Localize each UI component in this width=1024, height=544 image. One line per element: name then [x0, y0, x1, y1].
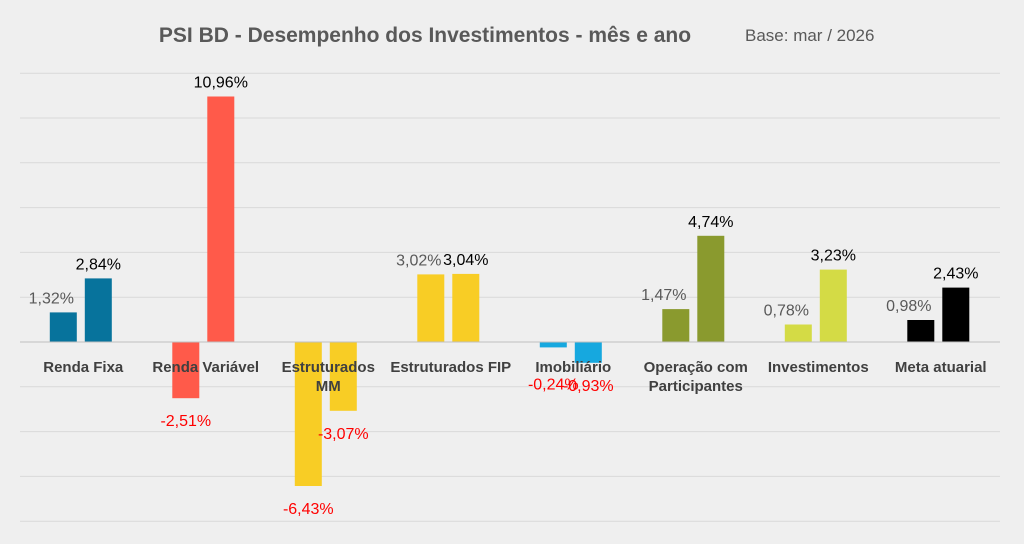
- bars: [49, 96, 970, 486]
- value-label-year-7: 2,43%: [933, 266, 978, 283]
- category-label: Renda Variável: [152, 359, 259, 376]
- bar-year-4: [574, 342, 602, 363]
- category-label: Estruturados FIP: [390, 359, 511, 376]
- bar-year-6: [819, 269, 847, 342]
- bar-month-5: [662, 309, 690, 342]
- bar-year-0: [84, 278, 112, 342]
- bar-month-6: [784, 324, 812, 342]
- bar-month-1: [172, 342, 200, 399]
- bar-year-2: [329, 342, 357, 411]
- bar-month-3: [417, 274, 445, 342]
- category-labels: Renda Fixa Renda Variável Estruturados MM Es…: [43, 359, 986, 395]
- bar-year-7: [942, 287, 970, 342]
- category-label: Renda Fixa: [43, 359, 124, 376]
- value-label-month-2: -6,43%: [283, 501, 334, 518]
- value-label-year-5: 4,74%: [688, 214, 733, 231]
- category-label: Imobiliário: [535, 359, 611, 376]
- category-label: Meta atuarial: [895, 359, 987, 376]
- value-label-year-3: 3,04%: [443, 252, 488, 269]
- category-label: Investimentos: [768, 359, 869, 376]
- value-label-year-2: -3,07%: [318, 426, 369, 443]
- bar-year-5: [697, 235, 725, 342]
- value-label-month-3: 3,02%: [396, 252, 441, 269]
- category-label: Estruturados MM: [282, 359, 375, 395]
- value-label-year-4: -0,93%: [563, 378, 614, 395]
- bar-year-3: [452, 273, 480, 342]
- value-label-year-6: 3,23%: [811, 248, 856, 265]
- value-label-year-1: 10,96%: [194, 75, 248, 92]
- chart-title: PSI BD - Desempenho dos Investimentos - …: [159, 24, 691, 47]
- value-label-month-5: 1,47%: [641, 287, 686, 304]
- bar-month-4: [539, 342, 567, 348]
- bar-month-0: [49, 312, 77, 342]
- category-label: Operação com Participantes: [644, 359, 748, 395]
- value-label-month-4: -0,24%: [528, 376, 579, 393]
- value-label-month-6: 0,78%: [764, 303, 809, 320]
- value-label-month-1: -2,51%: [160, 413, 211, 430]
- value-labels: 1,32%2,84%-2,51%10,96%-6,43%-3,07%3,02% 3…: [29, 75, 979, 519]
- bar-month-2: [294, 342, 322, 486]
- bar-month-7: [907, 320, 935, 342]
- value-label-year-0: 2,84%: [76, 256, 121, 273]
- chart-subtitle: Base: mar / 2026: [745, 26, 874, 45]
- value-label-month-7: 0,98%: [886, 298, 931, 315]
- value-label-month-0: 1,32%: [29, 290, 74, 307]
- bar-year-1: [207, 96, 235, 342]
